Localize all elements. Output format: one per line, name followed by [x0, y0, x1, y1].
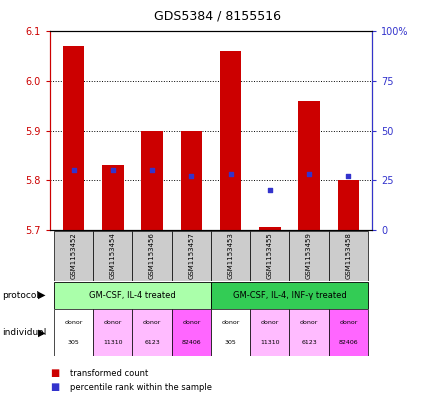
- Text: donor: donor: [143, 320, 161, 325]
- Text: ▶: ▶: [38, 327, 46, 338]
- Text: GSM1153458: GSM1153458: [345, 232, 351, 279]
- Bar: [54, 282, 210, 309]
- Text: donor: donor: [64, 320, 82, 325]
- Bar: [328, 309, 367, 356]
- Text: 82406: 82406: [181, 340, 201, 345]
- Text: GSM1153454: GSM1153454: [109, 233, 115, 279]
- Point: [109, 167, 116, 174]
- Bar: [93, 231, 132, 281]
- Bar: [171, 309, 210, 356]
- Text: GSM1153459: GSM1153459: [306, 232, 312, 279]
- Bar: [102, 165, 123, 230]
- Text: protocol: protocol: [2, 291, 39, 299]
- Text: GSM1153457: GSM1153457: [188, 232, 194, 279]
- Bar: [337, 180, 358, 230]
- Text: GM-CSF, IL-4 treated: GM-CSF, IL-4 treated: [89, 291, 175, 299]
- Text: donor: donor: [299, 320, 318, 325]
- Bar: [54, 231, 93, 281]
- Bar: [219, 51, 241, 230]
- Bar: [93, 309, 132, 356]
- Text: transformed count: transformed count: [69, 369, 148, 378]
- Bar: [289, 231, 328, 281]
- Bar: [250, 231, 289, 281]
- Bar: [132, 309, 171, 356]
- Point: [187, 173, 194, 180]
- Bar: [180, 130, 202, 230]
- Bar: [54, 309, 93, 356]
- Text: donor: donor: [182, 320, 200, 325]
- Text: donor: donor: [221, 320, 239, 325]
- Text: 305: 305: [68, 340, 79, 345]
- Point: [227, 171, 233, 178]
- Text: GDS5384 / 8155516: GDS5384 / 8155516: [154, 10, 280, 23]
- Text: ■: ■: [50, 368, 59, 378]
- Bar: [210, 231, 250, 281]
- Text: individual: individual: [2, 328, 46, 337]
- Point: [266, 187, 273, 193]
- Text: GM-CSF, IL-4, INF-γ treated: GM-CSF, IL-4, INF-γ treated: [232, 291, 345, 299]
- Bar: [141, 130, 162, 230]
- Text: GSM1153453: GSM1153453: [227, 232, 233, 279]
- Point: [148, 167, 155, 174]
- Point: [344, 173, 351, 180]
- Text: 305: 305: [224, 340, 236, 345]
- Text: percentile rank within the sample: percentile rank within the sample: [69, 383, 211, 391]
- Bar: [210, 282, 367, 309]
- Text: ▶: ▶: [38, 290, 46, 300]
- Text: GSM1153452: GSM1153452: [70, 233, 76, 279]
- Bar: [171, 231, 210, 281]
- Text: 6123: 6123: [301, 340, 316, 345]
- Text: 11310: 11310: [103, 340, 122, 345]
- Text: donor: donor: [103, 320, 122, 325]
- Bar: [62, 46, 84, 230]
- Bar: [132, 231, 171, 281]
- Bar: [259, 228, 280, 230]
- Text: GSM1153456: GSM1153456: [149, 232, 155, 279]
- Text: 82406: 82406: [338, 340, 357, 345]
- Text: 11310: 11310: [260, 340, 279, 345]
- Text: 6123: 6123: [144, 340, 160, 345]
- Text: donor: donor: [339, 320, 357, 325]
- Bar: [289, 309, 328, 356]
- Text: donor: donor: [260, 320, 278, 325]
- Bar: [210, 309, 250, 356]
- Bar: [298, 101, 319, 230]
- Point: [305, 171, 312, 178]
- Bar: [250, 309, 289, 356]
- Text: GSM1153455: GSM1153455: [266, 233, 272, 279]
- Text: ■: ■: [50, 382, 59, 392]
- Point: [70, 167, 77, 174]
- Bar: [328, 231, 367, 281]
